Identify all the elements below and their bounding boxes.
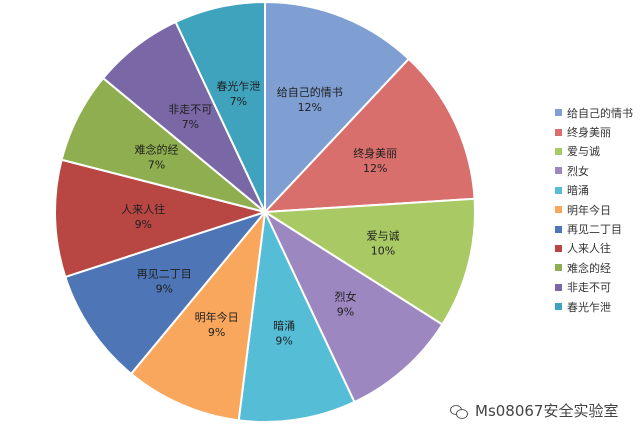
legend-item: 爱与诚 <box>555 142 635 161</box>
legend-swatch <box>555 167 562 175</box>
legend-label: 终身美丽 <box>567 126 611 140</box>
slice-category-label: 暗涌 <box>273 318 295 332</box>
legend-item: 再见二丁目 <box>555 219 635 238</box>
legend-swatch <box>555 244 562 252</box>
slice-category-label: 非走不可 <box>168 103 212 116</box>
legend-label: 爱与诚 <box>567 145 600 159</box>
legend-swatch <box>555 206 562 214</box>
slice-category-label: 难念的经 <box>135 143 179 157</box>
pie-slice <box>54 158 269 279</box>
legend-item: 人来人往 <box>555 239 635 258</box>
legend-swatch <box>555 264 562 272</box>
legend-item: 烈女 <box>555 161 635 180</box>
slice-value-label: 12% <box>363 162 387 175</box>
legend-swatch <box>555 225 562 233</box>
legend-label: 烈女 <box>567 164 589 178</box>
legend-swatch <box>555 303 562 311</box>
legend-label: 非走不可 <box>567 281 611 295</box>
slice-category-label: 爱与诚 <box>367 229 400 242</box>
legend-label: 明年今日 <box>567 203 611 217</box>
slice-value-label: 7% <box>148 159 165 172</box>
pie-slice <box>174 0 266 213</box>
slice-category-label: 人来人往 <box>121 202 165 216</box>
pie-slice <box>262 57 476 214</box>
slice-value-label: 9% <box>275 334 292 347</box>
slice-value-label: 12% <box>298 101 322 114</box>
legend-item: 给自己的情书 <box>555 103 635 122</box>
slice-value-label: 9% <box>156 283 173 296</box>
chart-legend: 给自己的情书 终身美丽爱与诚烈女暗涌明年今日再见二丁目人来人往难念的经非走不可春光… <box>555 103 635 316</box>
legend-swatch <box>555 283 562 291</box>
slice-value-label: 9% <box>208 326 225 339</box>
slice-value-label: 7% <box>230 95 247 108</box>
legend-item: 明年今日 <box>555 200 635 219</box>
slice-category-label: 再见二丁目 <box>137 268 192 281</box>
legend-item: 终身美丽 <box>555 122 635 141</box>
legend-swatch <box>555 128 562 136</box>
slice-value-label: 10% <box>371 244 395 257</box>
slice-category-label: 春光乍泄 <box>216 79 260 93</box>
legend-label: 难念的经 <box>567 261 611 275</box>
legend-item: 难念的经 <box>555 258 635 277</box>
legend-swatch <box>555 109 562 117</box>
pie-slice <box>237 208 356 423</box>
slice-category-label: 终身美丽 <box>353 146 397 160</box>
pie-slice <box>264 0 411 215</box>
pie-slice <box>64 209 268 376</box>
pie-slice <box>261 197 477 326</box>
watermark: Ms08067安全实验室 <box>450 400 618 421</box>
pie-slice <box>262 209 444 404</box>
slice-category-label: 明年今日 <box>195 310 239 324</box>
legend-label: 人来人往 <box>567 242 611 256</box>
legend-swatch <box>555 147 562 155</box>
legend-label: 再见二丁目 <box>567 223 622 237</box>
legend-item: 春光乍泄 <box>555 297 635 316</box>
wechat-icon <box>450 404 468 419</box>
pie-slice <box>129 208 267 422</box>
legend-label: 给自己的情书 <box>567 106 633 120</box>
slice-value-label: 9% <box>135 218 152 231</box>
legend-label: 暗涌 <box>567 184 589 198</box>
legend-swatch <box>555 186 562 194</box>
watermark-text: Ms08067安全实验室 <box>475 402 619 420</box>
legend-item: 暗涌 <box>555 181 635 200</box>
legend-item: 非走不可 <box>555 278 635 297</box>
slice-value-label: 9% <box>337 305 354 318</box>
slice-value-label: 7% <box>182 118 199 131</box>
legend-label: 春光乍泄 <box>567 300 611 314</box>
slice-category-label: 烈女 <box>335 289 357 303</box>
slice-category-label: 给自己的情书 <box>277 85 343 99</box>
